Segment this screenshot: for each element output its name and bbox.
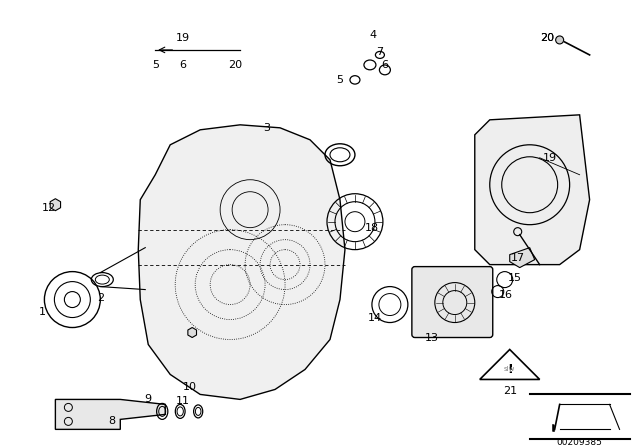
Text: 9: 9 bbox=[145, 394, 152, 405]
Text: 20: 20 bbox=[541, 33, 555, 43]
Text: 8: 8 bbox=[109, 416, 116, 426]
Text: 18: 18 bbox=[365, 223, 379, 233]
Text: 19: 19 bbox=[176, 33, 190, 43]
Text: 1: 1 bbox=[39, 306, 46, 317]
Text: 11: 11 bbox=[176, 396, 190, 406]
Text: slw: slw bbox=[504, 366, 515, 372]
Text: !: ! bbox=[507, 363, 513, 376]
Text: 10: 10 bbox=[183, 383, 197, 392]
Text: 5: 5 bbox=[152, 60, 159, 70]
FancyBboxPatch shape bbox=[412, 267, 493, 337]
Text: 20: 20 bbox=[541, 33, 555, 43]
Text: 00209385: 00209385 bbox=[557, 438, 603, 447]
Text: 17: 17 bbox=[511, 253, 525, 263]
Text: 6: 6 bbox=[180, 60, 187, 70]
Text: 19: 19 bbox=[543, 153, 557, 163]
Text: 21: 21 bbox=[502, 387, 516, 396]
Text: 2: 2 bbox=[97, 293, 104, 302]
Text: 3: 3 bbox=[264, 123, 271, 133]
Text: 7: 7 bbox=[376, 47, 383, 57]
Polygon shape bbox=[553, 424, 570, 431]
Text: 12: 12 bbox=[42, 202, 56, 213]
Text: 15: 15 bbox=[508, 272, 522, 283]
Text: 13: 13 bbox=[425, 332, 439, 343]
Polygon shape bbox=[50, 199, 61, 211]
Text: 14: 14 bbox=[368, 313, 382, 323]
Polygon shape bbox=[56, 400, 165, 429]
Polygon shape bbox=[555, 400, 625, 435]
Circle shape bbox=[556, 36, 564, 44]
Polygon shape bbox=[480, 349, 540, 379]
Text: 5: 5 bbox=[337, 75, 344, 85]
Text: 6: 6 bbox=[381, 60, 388, 70]
Text: 16: 16 bbox=[499, 289, 513, 300]
Text: 20: 20 bbox=[228, 60, 242, 70]
Polygon shape bbox=[188, 327, 196, 337]
Polygon shape bbox=[475, 115, 589, 265]
Polygon shape bbox=[509, 248, 534, 267]
Polygon shape bbox=[138, 125, 345, 400]
Text: 4: 4 bbox=[369, 30, 376, 40]
